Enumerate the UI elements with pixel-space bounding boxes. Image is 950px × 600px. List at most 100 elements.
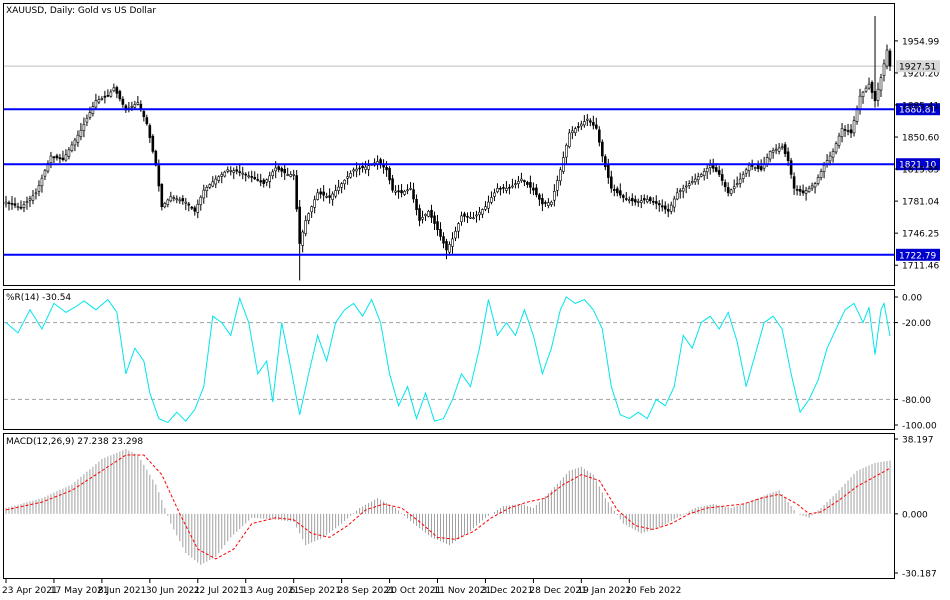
candle-body [708, 164, 712, 169]
macd-tick-label: -30.187 [902, 570, 937, 580]
candle-body [496, 187, 499, 193]
candle-body [490, 197, 493, 203]
time-tick-label: 6 Sep 2021 [290, 586, 341, 596]
candle-body [355, 168, 358, 172]
williams-r-line [5, 296, 891, 424]
candle-body [466, 215, 469, 218]
williams-panel-frame [3, 289, 895, 430]
candles [4, 15, 892, 281]
candle-body [595, 124, 598, 129]
candle-body [340, 183, 343, 188]
candle-body [451, 238, 454, 247]
candle-body [211, 181, 215, 187]
candle-body [358, 167, 361, 170]
time-tick-label: 17 May 2021 [50, 586, 109, 596]
candle-body [604, 156, 607, 168]
candle-body [307, 213, 310, 221]
candle-body [463, 213, 466, 217]
candle-body [472, 217, 475, 220]
candle-body [277, 166, 280, 170]
level-price-tag [896, 158, 940, 171]
candle-body [304, 220, 307, 234]
candle-body [523, 180, 526, 183]
candle-body [879, 77, 883, 91]
candle-body [499, 187, 502, 190]
candle-body [238, 171, 242, 173]
macd-panel[interactable]: 38.197 0.000 -30.187 [5, 436, 937, 580]
candle-body [550, 201, 553, 205]
candle-body [693, 178, 697, 183]
candle-body [622, 195, 625, 198]
candle-body [813, 183, 817, 188]
candle-body [352, 169, 355, 172]
candle-body [678, 190, 682, 192]
candle-body [774, 148, 778, 151]
candle-body [271, 171, 274, 176]
candle-body [732, 186, 736, 189]
candle-body [169, 196, 173, 202]
candle-body [232, 170, 236, 173]
candle-body [100, 98, 104, 100]
candle-body [295, 175, 298, 210]
candle-body [681, 187, 685, 192]
candle-body [789, 160, 793, 175]
candle-body [645, 199, 649, 203]
candle-body [133, 104, 137, 108]
candle-body [669, 204, 673, 212]
current-price-tag [896, 60, 940, 73]
candle-body [43, 170, 47, 177]
time-tick-label: 13 Aug 2021 [242, 586, 300, 596]
candle-body [831, 151, 835, 158]
candle-body [616, 188, 619, 194]
price-tick-label: 1746.25 [902, 230, 939, 240]
level-price-tag [896, 103, 940, 116]
candle-body [67, 149, 71, 157]
candle-body [385, 167, 388, 171]
candle-body [610, 176, 613, 189]
candle-body [280, 168, 283, 172]
candle-body [592, 122, 595, 126]
candle-body [28, 198, 32, 201]
candle-body [391, 178, 394, 191]
candle-body [319, 191, 322, 195]
candle-body [876, 88, 880, 101]
candle-body [160, 183, 164, 207]
candle-body [505, 187, 508, 191]
candle-body [517, 181, 520, 184]
candle-body [538, 194, 541, 200]
candle-body [849, 129, 853, 134]
williams-r-panel[interactable]: 0.00 -20.00 -80.00 -100.00 [4, 294, 937, 432]
candle-body [418, 208, 421, 221]
time-tick-label: 23 Apr 2021 [2, 586, 58, 596]
candle-body [337, 186, 340, 191]
candle-body [82, 124, 86, 131]
candle-body [735, 183, 739, 185]
candle-body [723, 182, 727, 188]
candle-body [660, 205, 664, 208]
candle-body [520, 178, 523, 182]
candle-body [607, 164, 610, 178]
candle-body [256, 179, 260, 181]
candle-body [556, 180, 559, 191]
price-tick-label: 1920.20 [902, 69, 939, 79]
candle-body [846, 130, 850, 132]
price-tick-label: 1850.60 [902, 134, 939, 144]
chart-title: XAUUSD, Daily: Gold vs US Dollar [6, 6, 156, 16]
time-tick-label: 8 Jun 2021 [98, 586, 146, 596]
candle-body [867, 83, 871, 89]
candle-body [55, 155, 59, 159]
candle-body [382, 165, 385, 168]
candle-body [577, 126, 580, 128]
candle-body [262, 179, 266, 184]
candle-body [690, 181, 694, 183]
candle-body [580, 123, 583, 127]
candle-body [544, 202, 547, 204]
candle-body [574, 128, 577, 134]
candle-body [112, 87, 116, 92]
candle-body [415, 198, 418, 211]
price-panel[interactable]: 1880.81 1821.10 1722.79 1954.99 1920.20 1885.… [4, 15, 940, 281]
candle-body [654, 201, 658, 204]
candle-body [154, 150, 158, 166]
candle-body [163, 203, 167, 208]
